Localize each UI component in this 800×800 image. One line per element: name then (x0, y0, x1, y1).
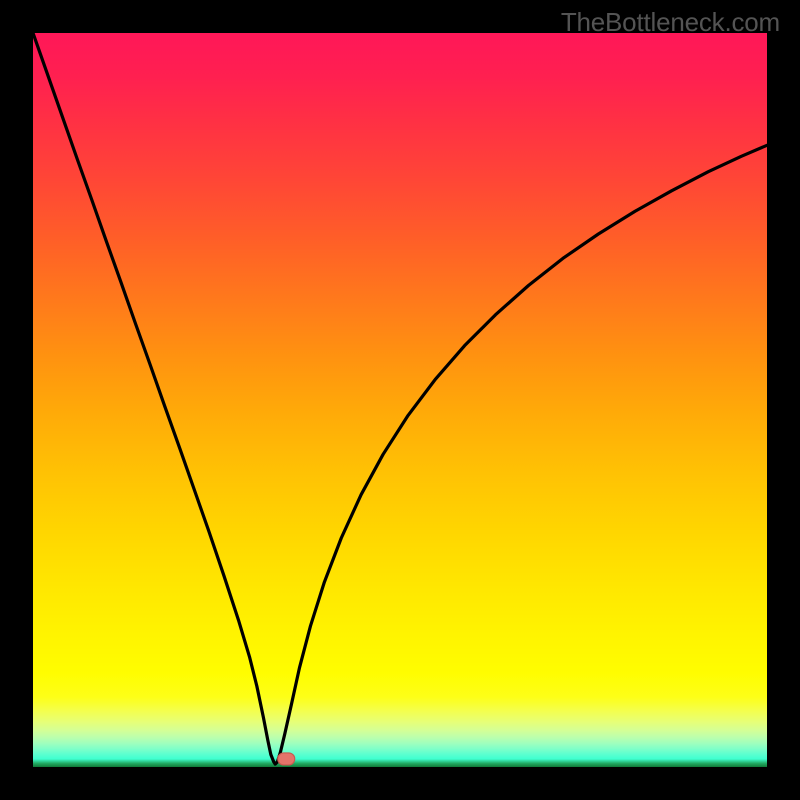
watermark-text: TheBottleneck.com (561, 7, 780, 38)
bottleneck-chart (0, 0, 800, 800)
min-marker (278, 753, 295, 765)
plot-background (33, 33, 767, 767)
chart-stage: TheBottleneck.com (0, 0, 800, 800)
